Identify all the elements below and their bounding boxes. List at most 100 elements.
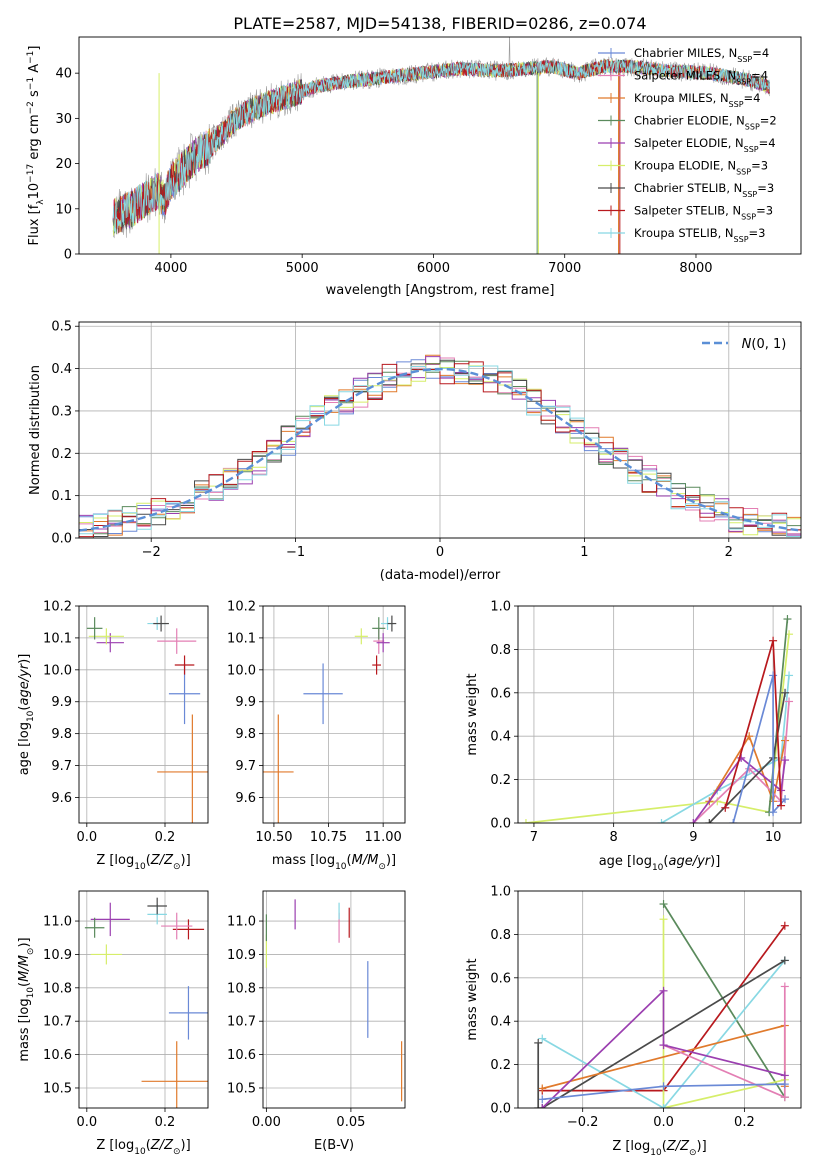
y-tick-label: 0.2 [51,447,72,462]
y-tick-label: 10.0 [43,663,72,678]
x-tick-label: 11.00 [365,830,402,845]
label-part: A [27,64,42,77]
weight-line-2 [662,919,785,1108]
label-part: age [log [599,854,652,869]
y-tick-label: 10.2 [43,600,72,615]
x-tick-label: 1 [580,545,588,560]
label-part: ( [347,853,352,868]
legend-sub: SSP [729,100,744,109]
label-part: 10 [26,987,36,999]
label-part: 10 [134,862,146,872]
y-tick-label: 0.8 [490,643,511,658]
residual-histogram-6 [79,359,801,537]
y-tick-label: 0.5 [51,320,72,335]
y-tick-label: 10.1 [227,631,256,646]
y-tick-label: 9.7 [235,759,256,774]
x-tick-label: 0.2 [155,830,176,845]
y-tick-label: 30 [55,112,72,127]
label-part: 10 [27,183,42,200]
label-part: )] [697,1139,707,1154]
y-tick-label: 10.6 [227,1048,256,1063]
x-axis-label: age [log10(age/yr)] [599,854,721,873]
legend-entry-6: Chabrier STELIB, NSSP=3 [634,181,774,199]
y-tick-label: 0.4 [490,1015,511,1030]
legend-tail: =4 [751,69,768,83]
label-part: Z [log [96,1138,134,1153]
legend-entry-7: Salpeter STELIB, NSSP=3 [634,204,773,222]
label-part: )] [181,853,191,868]
legend-tail: =4 [744,91,761,105]
label-part: ⊙ [173,862,181,872]
legend-text: Kroupa MILES, N [634,91,729,105]
legend-tail: =3 [756,204,773,218]
axes-frame [517,890,802,1109]
plot-area [112,37,770,254]
label-part: N [742,337,752,352]
label-part: ( [146,853,151,868]
plot-area [265,899,403,1102]
y-tick-label: 0.2 [490,773,511,788]
legend-sub: SSP [745,122,760,131]
label-part: −2 [26,101,36,114]
y-tick-label: 0.4 [490,730,511,745]
y-tick-label: 20 [55,157,72,172]
axes-frame [262,605,406,824]
legend-tail: =4 [752,46,769,60]
y-tick-label: 10.7 [227,1015,256,1030]
plot-area [79,354,801,538]
x-tick-label: 0.0 [76,1115,97,1130]
label-part: −17 [26,164,36,183]
legend-entry-8: Kroupa STELIB, NSSP=3 [634,226,765,244]
x-tick-label: 8 [610,830,618,845]
panel-mass_vs_ebv: 0.00 0.05 10.5 10.6 10.7 10.8 10.9 11.0 E(B-V) [227,890,406,1153]
label-part: )] [17,654,32,664]
y-tick-label: 9.8 [235,727,256,742]
x-tick-label: 9 [689,830,697,845]
label-part: Z/Z [150,853,174,868]
label-part: erg cm [27,114,42,163]
axes-frame [78,321,802,539]
weight-line-5 [768,618,789,813]
axes-frame [262,890,406,1109]
x-axis-label: mass [log10(M/M⊙)] [272,853,396,872]
y-tick-label: 0.2 [490,1058,511,1073]
y-tick-label: 11.0 [227,915,256,930]
gaussian-curve [79,367,799,532]
weight-line-7 [541,988,786,1108]
y-tick-label: 10.5 [227,1081,256,1096]
label-part: −1 [26,51,36,64]
x-tick-label: 7000 [548,261,581,276]
y-axis-label: mass [log10(M/M⊙)] [17,937,36,1061]
weight-line-1 [661,675,790,823]
y-axis-label: Normed distribution [28,365,43,495]
x-tick-label: 7 [530,830,538,845]
label-part: λ [36,199,46,205]
y-tick-label: 0 [64,248,72,263]
legend-tail: =2 [760,114,777,128]
y-tick-label: 10.8 [227,981,256,996]
x-axis-label: Z [log10(Z/Z⊙)] [96,853,190,872]
legend-text: Chabrier STELIB, N [634,181,742,195]
label-part: mass [log [17,998,32,1061]
axes-frame [78,890,209,1109]
x-axis-label: (data-model)/error [380,568,501,583]
panel-mass_vs_Z: 0.0 0.210.510.610.710.810.911.0Z [log10(Z… [17,890,209,1157]
x-tick-label: 0.00 [252,1115,281,1130]
label-part: mass [log [272,853,335,868]
y-tick-label: 10.5 [43,1081,72,1096]
x-tick-label: 0 [436,545,444,560]
legend-text: Salpeter STELIB, N [634,204,741,218]
x-tick-label: −0.2 [567,1115,599,1130]
y-tick-label: 10.9 [227,948,256,963]
label-part: s [27,90,42,101]
panel-age_vs_Z: 0.0 0.29.69.79.89.910.010.110.2Z [log10(Z… [17,600,209,872]
label-part: M/M [352,853,379,868]
y-tick-label: 10 [55,202,72,217]
label-part: 10 [650,1148,662,1158]
y-tick-label: 10.6 [43,1048,72,1063]
y-tick-label: 9.6 [51,791,72,806]
legend-text: Chabrier ELODIE, N [634,114,745,128]
legend-text: Chabrier MILES, N [634,46,737,60]
panel-weight_vs_Z: −0.2 0.0 0.2 0.0 0.2 0.4 0.6 0.8 1.0 Z [log10(Z/Z… [465,885,802,1158]
